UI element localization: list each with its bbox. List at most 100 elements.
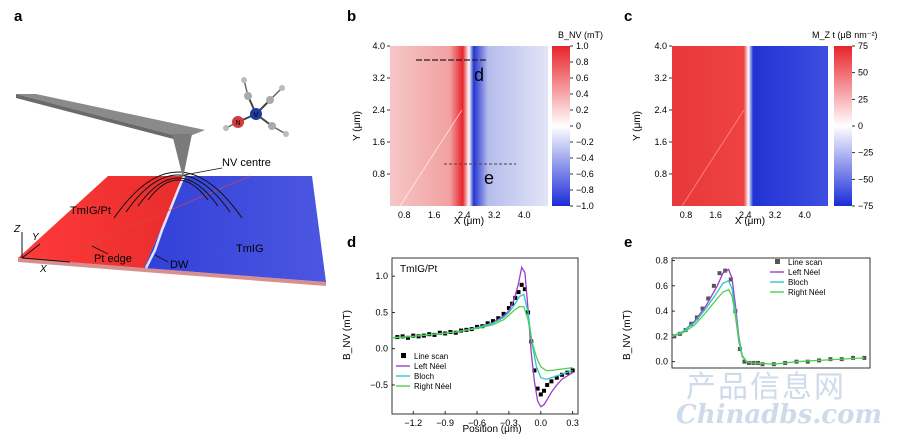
watermark-en: Chinadbs.com (676, 400, 882, 430)
line-cut-d-label: d (474, 65, 484, 85)
panel-c-cbar-tick-label: 0 (858, 121, 863, 131)
panel-c-xtick-label: 1.6 (709, 210, 722, 220)
panel-d-xlabel: Position (μm) (462, 424, 521, 435)
panel-c-ytick-label: 4.0 (654, 41, 667, 51)
panel-b-xtick-label: 1.6 (428, 210, 441, 220)
tmig-pt-region (18, 176, 184, 268)
axis-z-label: Z (13, 224, 21, 235)
panel-e-line-scan-point (742, 359, 747, 364)
panel-c-xtick-label: 0.8 (680, 210, 693, 220)
line-cut-e-label: e (484, 168, 494, 188)
panel-c-ytick-label: 0.8 (654, 169, 667, 179)
panel-d-legend-line-scan-marker (401, 353, 406, 358)
panel-b-cbar-title: B_NV (mT) (558, 30, 603, 40)
panel-d-annotation: TmIG/Pt (400, 264, 437, 275)
panel-d-line-scan-point (496, 316, 501, 321)
panel-d-line-scan-point (522, 287, 527, 292)
nv-centre-label: NV centre (222, 157, 271, 169)
panel-d-line-scan-point (513, 295, 518, 300)
stray-field-arcs (113, 171, 243, 219)
panel-d-line-scan-point (535, 386, 540, 391)
panel-b-cbar-tick-label: −1.0 (576, 201, 594, 211)
afm-cantilever (16, 94, 205, 138)
panel-d-legend-bloch-label: Bloch (414, 372, 434, 381)
axis-y-label: Y (32, 232, 40, 243)
panel-c-xlabel: X (μm) (735, 216, 765, 227)
panel-e-right-n-el-line (671, 288, 865, 365)
panel-d-ytick-label: 0.5 (375, 307, 388, 317)
atom-v-label: V (254, 112, 259, 119)
panel-c-cbar-tick-label: 25 (858, 94, 868, 104)
panel-d-plot-frame (391, 257, 579, 415)
panel-e-ytick-label: 0.8 (655, 256, 668, 266)
panel-b-ytick-label: 2.4 (372, 105, 385, 115)
afm-tip (172, 134, 192, 178)
panel-d-line-scan-point (538, 392, 543, 397)
panel-c-cbar-tick-label: 75 (858, 41, 868, 51)
panel-b-cbar-tick-label: −0.2 (576, 137, 594, 147)
panel-c-cbar-tick-label: 50 (858, 68, 868, 78)
panel-e-legend-bloch-label: Bloch (788, 278, 808, 287)
tmig-label: TmIG (236, 243, 264, 255)
panel-label-a: a (14, 8, 23, 25)
panel-e-line-scan-point (728, 277, 733, 282)
panel-b-xtick-label: 4.0 (518, 210, 531, 220)
panel-e-ytick-label: 0.0 (655, 357, 668, 367)
panel-e-line-scan-point (862, 355, 867, 360)
panel-e-line-scan-point (717, 271, 722, 276)
dw-label: DW (170, 259, 189, 271)
panel-c-xtick-label: 2.4 (739, 210, 752, 220)
panel-d-ylabel: B_NV (mT) (342, 310, 353, 360)
panel-d-line-scan-point (501, 311, 506, 316)
panel-b-ytick-label: 3.2 (372, 73, 385, 83)
panel-e-line-scan-point (711, 283, 716, 288)
panel-b-cbar-tick-label: −0.6 (576, 169, 594, 179)
panel-d-line-scan-point (405, 335, 410, 340)
nitrogen-atom (232, 116, 244, 128)
panel-e-plot-frame (671, 257, 871, 369)
panel-b-cbar-tick-label: 0.6 (576, 73, 589, 83)
panel-b-ytick-label: 1.6 (372, 137, 385, 147)
tmig-pt-label: TmIG/Pt (70, 205, 111, 217)
panel-d-line-scan-point (411, 333, 416, 338)
panel-c-cbar-tick-label: −50 (858, 174, 873, 184)
panel-d-line-scan-point (519, 282, 524, 287)
panel-e-line-scan-point (723, 268, 728, 273)
panel-e-line-scan-point (672, 334, 677, 339)
panel-d-xtick-label: −0.6 (468, 418, 486, 428)
axis-x-label: X (39, 264, 47, 275)
panel-d-legend-line-scan-label: Line scan (414, 352, 448, 361)
bnv-image (390, 46, 548, 206)
nv-molecule: N V (223, 77, 289, 137)
panel-c-cbar-title: M_Z t (μB nm⁻²) (812, 30, 877, 40)
panel-d-xtick-label: −0.3 (500, 418, 518, 428)
panel-e-legend-left-n-el-label: Left Néel (788, 268, 820, 277)
atom-n-label: N (235, 120, 240, 127)
panel-e-legend-line-scan-label: Line scan (788, 258, 822, 267)
panel-e-legend-right-n-el-label: Right Néel (788, 288, 826, 297)
panel-c-cbar-tick-label: −75 (858, 201, 873, 211)
panel-d-line-scan-point (532, 368, 537, 373)
panel-c-cbar-tick-label: −25 (858, 148, 873, 158)
panel-d-line-scan-point (475, 324, 480, 329)
panel-d-line-scan-point (432, 332, 437, 337)
panel-label-e: e (624, 234, 633, 251)
panel-d-line-scan-point (545, 382, 550, 387)
tmig-region (144, 176, 326, 282)
panel-b-xtick-label: 2.4 (458, 210, 471, 220)
panel-e-line-scan-point (706, 296, 711, 301)
panel-e-ytick-label: 0.2 (655, 331, 668, 341)
panel-e-line-scan-point (700, 306, 705, 311)
pt-edge-label: Pt edge (94, 253, 132, 265)
panel-c-ylabel: Y (μm) (632, 111, 643, 141)
panel-label-c: c (624, 8, 633, 25)
panel-d-xtick-label: 0.3 (566, 418, 579, 428)
panel-d-line-scan-point (485, 321, 490, 326)
panel-c-ytick-label: 1.6 (654, 137, 667, 147)
panel-b-cbar-tick-label: 0.2 (576, 105, 589, 115)
panel-b-ytick-label: 4.0 (372, 41, 385, 51)
panel-d-line-scan-point (453, 330, 458, 335)
panel-d-line-scan-point (506, 306, 511, 311)
panel-b-cbar-tick-label: 1.0 (576, 41, 589, 51)
